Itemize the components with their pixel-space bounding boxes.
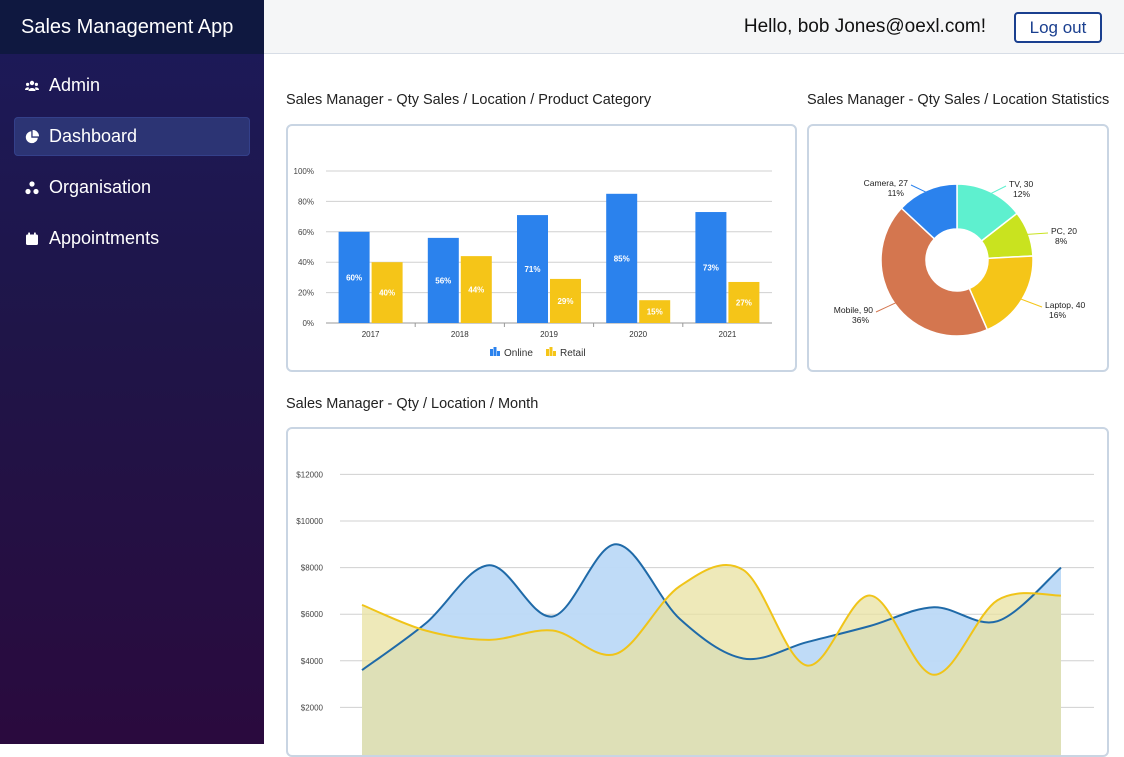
donut-label: Laptop, 40 [1045,300,1085,310]
donut-pct-label: 11% [888,188,905,198]
bar-data-label: 73% [703,264,719,273]
sidebar-item-label: Dashboard [49,126,138,146]
donut-pct-label: 16% [1049,310,1066,320]
y-tick-label: $2000 [301,703,324,712]
donut-label: TV, 30 [1009,179,1034,189]
logout-button[interactable]: Log out [1014,12,1102,43]
legend-label: Retail [560,348,586,359]
y-tick-label: 20% [298,289,314,298]
donut-leader-line [1018,297,1043,308]
y-tick-label: $10000 [296,517,323,526]
area-chart-card: $2000 $4000 $6000 $8000 $10000 $12000 [286,427,1109,757]
users-icon [25,79,39,93]
calendar-icon [25,232,39,246]
sidebar-item-label: Organisation [49,177,152,197]
sidebar-item-organisation[interactable]: Organisation [14,168,250,207]
bar-data-label: 85% [614,254,630,263]
bar-chart-card: 0% 20% 40% 60% 80% 100% 2017 60% 40% 2018 56% 44% 20… [286,124,797,372]
y-tick-label: $6000 [301,610,324,619]
y-tick-label: 100% [294,167,314,176]
y-tick-label: 40% [298,258,314,267]
bar-online [606,193,638,323]
bar-retail [728,281,760,323]
sidebar: Sales Management App Admin Dashboard Org… [0,0,264,744]
sidebar-item-appointments[interactable]: Appointments [14,219,250,258]
pie-chart-title: Sales Manager - Qty Sales / Location Sta… [807,92,1110,108]
bar-data-label: 27% [736,298,752,307]
donut-pct-label: 12% [1013,189,1030,199]
user-greeting: Hello, bob Jones@oexl.com! [743,16,986,37]
x-tick-label: 2018 [451,330,469,339]
sidebar-nav: Admin Dashboard Organisation Appointment… [14,66,250,270]
bar-data-label: 40% [379,289,395,298]
app-title: Sales Management App [0,0,264,54]
pie-chart-card: TV, 30 12% PC, 20 8% Laptop, 40 16% Mobile, 90… [807,124,1109,372]
x-tick-label: 2019 [540,330,558,339]
y-tick-label: $4000 [301,657,324,666]
legend-swatch [549,347,553,356]
donut-slice-mobile [880,207,989,337]
donut-leader-line [988,185,1007,195]
bar-data-label: 44% [468,286,484,295]
bar-retail [460,256,492,323]
bar-data-label: 60% [346,273,362,282]
bar-online [695,212,727,323]
donut-label: Camera, 27 [864,178,909,188]
x-tick-label: 2021 [719,330,737,339]
legend-swatch [553,351,556,356]
donut-leader-line [875,301,898,313]
legend-item-online: Online [490,347,533,359]
area-chart-title: Sales Manager - Qty / Location / Month [286,396,539,412]
bar-data-label: 56% [435,276,451,285]
bar-online [517,215,548,323]
legend-item-retail: Retail [546,347,586,359]
y-tick-label: 60% [298,228,314,237]
bar-data-label: 29% [557,297,573,306]
bar-retail [550,278,581,323]
area-series-blue-line [361,543,1062,671]
y-tick-label: 80% [298,197,314,206]
area-chart: $2000 $4000 $6000 $8000 $10000 $12000 [296,470,1094,755]
bar-data-label: 71% [524,265,540,274]
bar-data-label: 15% [647,308,663,317]
bar-retail [639,300,671,323]
y-tick-label: $8000 [301,564,324,573]
bar-chart: 0% 20% 40% 60% 80% 100% 2017 60% 40% 2018 56% 44% 20… [294,167,772,359]
bar-online [338,231,370,323]
area-series-yellow-line [361,564,1062,676]
donut-pct-label: 36% [852,315,869,325]
legend-label: Online [504,348,533,359]
bar-chart-title: Sales Manager - Qty Sales / Location / P… [286,92,652,108]
top-header: Hello, bob Jones@oexl.com! Log out [264,0,1124,54]
donut-leader-line [910,184,929,194]
legend-swatch [497,351,500,356]
legend-swatch [490,349,493,356]
donut-label: PC, 20 [1051,226,1077,236]
x-tick-label: 2020 [629,330,647,339]
pie-chart-icon [25,129,39,144]
y-tick-label: $12000 [296,470,323,479]
donut-label: Mobile, 90 [834,305,873,315]
legend-swatch [493,347,497,356]
sidebar-item-dashboard[interactable]: Dashboard [14,117,250,156]
x-tick-label: 2017 [362,330,380,339]
donut-slice-camera [900,183,958,240]
sidebar-item-label: Admin [49,75,101,95]
y-tick-label: 0% [302,319,314,328]
bar-online [427,237,459,323]
donut-leader-line [1025,232,1049,236]
sidebar-item-label: Appointments [49,228,160,248]
sidebar-item-admin[interactable]: Admin [14,66,250,105]
donut-pct-label: 8% [1055,236,1068,246]
sitemap-icon [25,180,39,195]
bar-retail [371,262,403,323]
area-series-yellow-fill [362,564,1061,755]
legend-swatch [546,349,549,356]
